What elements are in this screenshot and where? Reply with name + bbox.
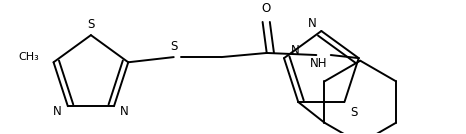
Text: N: N [53,105,62,118]
Text: CH₃: CH₃ [18,52,39,62]
Text: S: S [350,106,357,119]
Text: N: N [291,44,300,57]
Text: N: N [308,17,316,30]
Text: NH: NH [309,57,327,70]
Text: S: S [87,18,95,31]
Text: O: O [261,2,270,15]
Text: N: N [120,105,129,118]
Text: S: S [170,40,178,53]
